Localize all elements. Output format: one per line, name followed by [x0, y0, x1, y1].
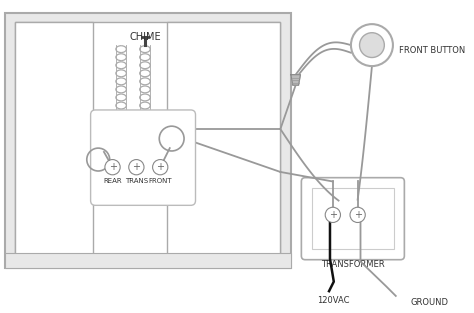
FancyBboxPatch shape	[5, 13, 291, 268]
FancyBboxPatch shape	[15, 22, 281, 259]
Text: 120VAC: 120VAC	[318, 296, 350, 305]
FancyBboxPatch shape	[5, 253, 291, 268]
Text: FRONT BUTTON: FRONT BUTTON	[399, 46, 465, 55]
Circle shape	[153, 160, 168, 175]
Circle shape	[325, 207, 340, 223]
Circle shape	[360, 33, 384, 58]
Text: TRANS: TRANS	[125, 178, 148, 184]
FancyBboxPatch shape	[91, 110, 195, 205]
Text: +: +	[132, 162, 140, 172]
Polygon shape	[291, 75, 301, 85]
FancyBboxPatch shape	[301, 178, 404, 260]
Text: +: +	[109, 162, 117, 172]
FancyBboxPatch shape	[15, 22, 93, 259]
Text: CHIME: CHIME	[129, 32, 161, 42]
FancyBboxPatch shape	[312, 188, 394, 249]
Circle shape	[129, 160, 144, 175]
Text: +: +	[156, 162, 164, 172]
Circle shape	[350, 207, 365, 223]
Text: +: +	[354, 210, 362, 220]
Text: REAR: REAR	[103, 178, 122, 184]
Text: GROUND: GROUND	[410, 298, 448, 307]
Circle shape	[105, 160, 120, 175]
FancyBboxPatch shape	[167, 22, 281, 259]
Circle shape	[351, 24, 393, 66]
Text: TRANSFORMER: TRANSFORMER	[321, 260, 385, 269]
Text: FRONT: FRONT	[148, 178, 172, 184]
Text: +: +	[329, 210, 337, 220]
